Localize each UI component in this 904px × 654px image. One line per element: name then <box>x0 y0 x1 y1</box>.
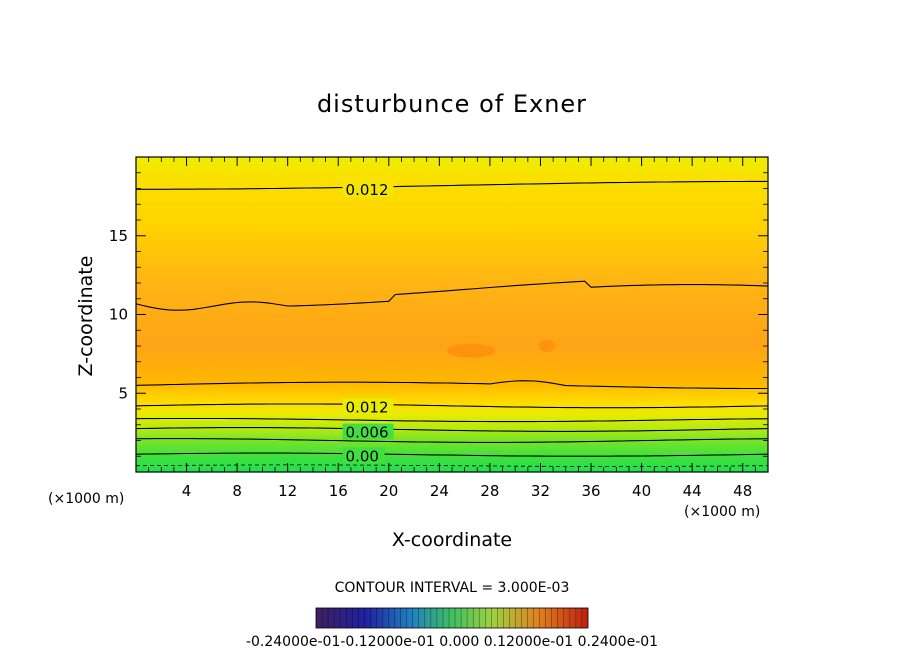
contour-label-bg <box>342 423 394 440</box>
field-maximum <box>538 340 555 352</box>
contour-line <box>135 280 769 311</box>
chart-title: disturbunce of Exner <box>317 90 587 118</box>
colorbar-labels: -0.24000e-01-0.12000e-01 0.000 0.12000e-… <box>246 634 658 650</box>
x-tick-label: 44 <box>683 482 702 500</box>
contour-label-bg <box>342 447 385 464</box>
x-tick-label: 4 <box>182 482 192 500</box>
y-tick-label: 5 <box>118 384 128 402</box>
contour-label: 0.00 <box>346 447 379 465</box>
contour-label: 0.006 <box>346 424 389 442</box>
contour-line <box>136 438 769 443</box>
colorbar <box>315 607 589 629</box>
x-axis-label: X-coordinate <box>392 529 512 551</box>
x-tick-label: 48 <box>733 482 752 500</box>
x-tick-label: 24 <box>430 482 449 500</box>
x-tick-label: 40 <box>632 482 651 500</box>
contour-line-dashed <box>136 464 768 467</box>
contour-line <box>135 380 768 390</box>
x-tick-label: 20 <box>379 482 398 500</box>
contour-line <box>135 452 769 457</box>
x-tick-label: 12 <box>278 482 297 500</box>
x-tick-label: 16 <box>329 482 348 500</box>
x-tick-label: 8 <box>232 482 242 500</box>
y-axis-label: Z-coordinate <box>75 256 97 377</box>
field-fill <box>136 157 768 472</box>
field-maximum <box>446 343 495 358</box>
x-tick-label: 32 <box>531 482 550 500</box>
contour-label: 0.012 <box>346 398 389 416</box>
x-unit-right: (×1000 m) <box>684 504 760 520</box>
contour-label: 0.012 <box>346 181 389 199</box>
x-tick-label: 36 <box>581 482 600 500</box>
x-tick-label: 28 <box>480 482 499 500</box>
x-unit-left: (×1000 m) <box>48 491 124 507</box>
contour-line <box>135 427 769 432</box>
contour-line <box>135 403 769 409</box>
contour-line <box>135 417 769 423</box>
y-tick-label: 10 <box>109 306 128 324</box>
contour-line <box>136 180 768 190</box>
contour-interval: CONTOUR INTERVAL = 3.000E-03 <box>335 580 570 596</box>
contour-label-bg <box>342 398 394 415</box>
contour-label-bg <box>342 181 394 198</box>
y-tick-label: 15 <box>109 227 128 245</box>
